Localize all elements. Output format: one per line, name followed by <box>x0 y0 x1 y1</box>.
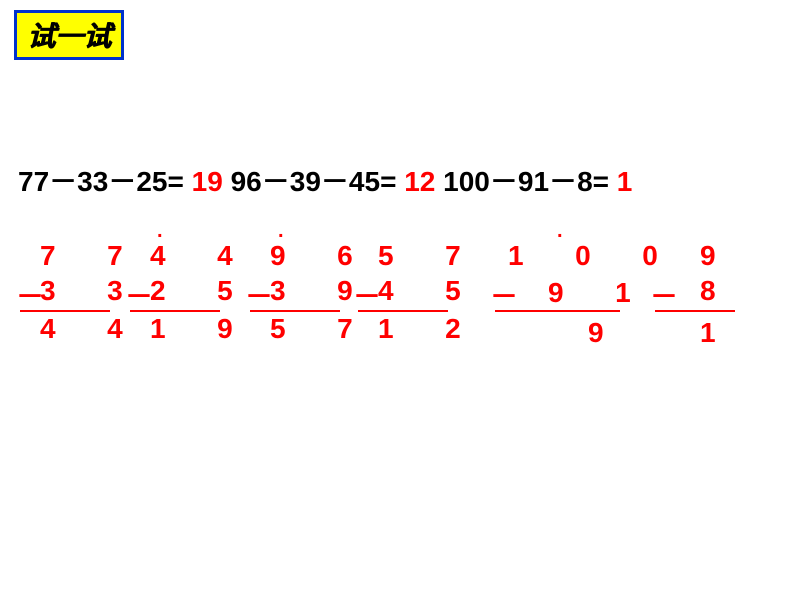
v2b-top: 5 7 <box>378 240 473 272</box>
v1a-res: 4 4 <box>40 313 135 345</box>
v3b-sub: 8 <box>700 275 728 307</box>
eq1-c: 25 <box>136 166 167 197</box>
v3a-line <box>495 310 620 312</box>
v1b-minus: － <box>125 275 153 315</box>
eq2-c: 45 <box>349 166 380 197</box>
v2a-top: 9 6 <box>270 240 365 272</box>
v2b-line <box>358 310 448 312</box>
v1b-line <box>130 310 220 312</box>
v3b-top: 9 <box>700 240 728 272</box>
v3b-minus: － <box>650 275 678 315</box>
eq2-result: 12 <box>404 166 435 197</box>
eq3-a: 100 <box>443 166 490 197</box>
eq2-b: 39 <box>290 166 321 197</box>
v2b-res: 1 2 <box>378 313 473 345</box>
v2a-res: 5 7 <box>270 313 365 345</box>
v3a-minus: － <box>490 275 518 315</box>
eq2-a: 96 <box>231 166 262 197</box>
title-badge: 试一试 <box>14 10 124 60</box>
v1b-top: 4 4 <box>150 240 245 272</box>
eq1-result: 19 <box>192 166 223 197</box>
v3a-res: 9 <box>588 317 616 349</box>
eq3-result: 1 <box>617 166 633 197</box>
v2a-sub: 3 9 <box>270 275 365 307</box>
eq3-b: 91 <box>518 166 549 197</box>
v1b-res: 1 9 <box>150 313 245 345</box>
v3b-line <box>655 310 735 312</box>
vertical-calculations: 7 7 － 3 3 4 4 . 4 4 － 2 5 1 9 . 9 6 － 3 … <box>0 215 794 365</box>
v1a-top: 7 7 <box>40 240 135 272</box>
v2a-minus: － <box>245 275 273 315</box>
v2a-line <box>250 310 340 312</box>
equation-row: 77－33－25= 19 96－39－45= 12 100－91－8= 1 <box>18 160 632 200</box>
eq1-b: 33 <box>77 166 108 197</box>
v3b-res: 1 <box>700 317 728 349</box>
v1b-sub: 2 5 <box>150 275 245 307</box>
v1a-line <box>20 310 110 312</box>
eq3-c: 8 <box>577 166 593 197</box>
v3a-top: 1 0 0 <box>508 240 670 272</box>
v2b-minus: － <box>353 275 381 315</box>
v1a-sub: 3 3 <box>40 275 135 307</box>
eq1-a: 77 <box>18 166 49 197</box>
v2b-sub: 4 5 <box>378 275 473 307</box>
v3a-sub: 9 1 <box>548 277 643 309</box>
